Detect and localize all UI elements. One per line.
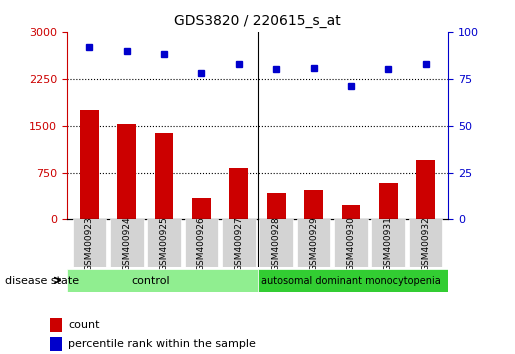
Bar [222, 219, 255, 267]
Text: GSM400931: GSM400931 [384, 216, 393, 271]
Text: GSM400929: GSM400929 [309, 216, 318, 271]
Text: GSM400927: GSM400927 [234, 216, 243, 271]
Bar [67, 269, 258, 292]
Bar [50, 337, 62, 350]
Text: GSM400930: GSM400930 [347, 216, 355, 271]
Bar [117, 124, 136, 219]
Bar [147, 219, 181, 267]
Bar [341, 205, 360, 219]
Bar [416, 160, 435, 219]
Text: GSM400928: GSM400928 [272, 216, 281, 271]
Bar [371, 219, 405, 267]
Text: control: control [132, 275, 170, 286]
Text: count: count [68, 320, 100, 330]
Bar [230, 168, 248, 219]
Text: percentile rank within the sample: percentile rank within the sample [68, 339, 256, 349]
Text: GSM400923: GSM400923 [85, 216, 94, 271]
Bar [80, 110, 99, 219]
Bar [73, 219, 106, 267]
Bar [192, 198, 211, 219]
Bar [258, 269, 448, 292]
Bar [304, 190, 323, 219]
Bar [334, 219, 368, 267]
Bar [154, 133, 174, 219]
Bar [297, 219, 330, 267]
Text: GSM400924: GSM400924 [122, 216, 131, 271]
Bar [409, 219, 442, 267]
Text: GDS3820 / 220615_s_at: GDS3820 / 220615_s_at [174, 14, 341, 28]
Text: GSM400926: GSM400926 [197, 216, 206, 271]
Text: GSM400932: GSM400932 [421, 216, 430, 271]
Bar [50, 318, 62, 332]
Bar [185, 219, 218, 267]
Text: disease state: disease state [5, 276, 79, 286]
Bar [260, 219, 293, 267]
Bar [110, 219, 144, 267]
Bar [267, 193, 285, 219]
Bar [379, 183, 398, 219]
Text: GSM400925: GSM400925 [160, 216, 168, 271]
Text: autosomal dominant monocytopenia: autosomal dominant monocytopenia [261, 275, 441, 286]
